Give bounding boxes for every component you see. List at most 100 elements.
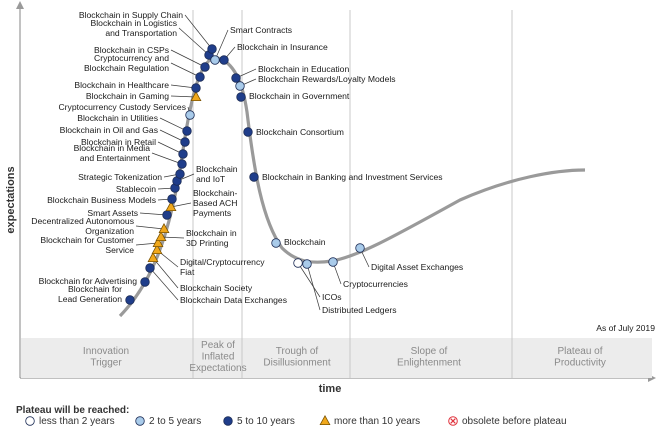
label-cryptocurrency-and-blockchain-regulation: Cryptocurrency and Blockchain Regulation [84,53,169,73]
marker-blockchain-in-government [236,92,246,102]
label-blockchain-in-education: Blockchain in Education [258,64,349,74]
marker-blockchain-in-gaming [190,90,202,101]
label-blockchain-in-insurance: Blockchain in Insurance [237,42,328,52]
label-blockchain-in-government: Blockchain in Government [249,91,350,101]
marker-blockchain [271,238,281,248]
marker-blockchain-in-3d-printing [155,230,167,242]
marker-cryptocurrency-and-blockchain-regulation [195,72,205,82]
leader-blockchain-in-gaming [170,95,197,98]
leader-icos [297,262,321,298]
label-blockchain-in-gaming: Blockchain in Gaming [86,91,169,101]
leader-blockchain-in-utilities [159,117,188,132]
phase-label-1: Innovation Trigger [83,346,129,369]
label-blockchain-in-3d-printing: Blockchain in 3D Printing [186,228,237,248]
leader-blockchain-in-supply-chain [184,14,213,50]
marker-cryptocurrency-custody-services [185,110,195,120]
marker-blockchain-in-retail [178,149,188,159]
marker-icos [293,258,303,268]
marker-blockchain-in-banking-and-investment-services [249,172,259,182]
marker-distributed-ledgers [302,259,312,269]
marker-blockchain-data-exchanges [145,263,155,273]
leader-smart-contracts [214,29,229,61]
label-blockchain-in-csps: Blockchain in CSPs [94,45,169,55]
label-blockchain-consortium: Blockchain Consortium [256,127,344,137]
legend-marker-lt2 [25,416,35,426]
leader-blockchain-in-media-and-entertainment [151,152,183,165]
marker-blockchain-in-insurance [219,55,229,65]
label-blockchain-for-customer-service: Blockchain for Customer Service [40,235,134,255]
label-blockchain-society: Blockchain Society [180,283,253,293]
label-stablecoin: Stablecoin [116,184,156,194]
marker-blockchain-in-education [231,73,241,83]
legend-label-lt2: less than 2 years [39,416,115,427]
label-smart-contracts: Smart Contracts [230,25,292,35]
marker-digital-cryptocurrency-fiat [151,243,163,255]
marker-cryptocurrencies [328,257,338,267]
label-blockchain-in-healthcare: Blockchain in Healthcare [74,80,169,90]
leader-decentralized-autonomous-organization [135,225,165,230]
marker-blockchain-rewards-loyalty-models [235,81,245,91]
phase-band [21,338,652,378]
phase-dividers [192,10,513,378]
label-blockchain-based-ach-payments: Blockchain-Based ACH Payments [193,188,238,218]
label-strategic-tokenization: Strategic Tokenization [78,172,162,182]
phase-label-5: Plateau of Productivity [554,346,606,369]
leader-distributed-ledgers [306,263,321,311]
label-blockchain-in-oil-and-gas: Blockchain in Oil and Gas [60,125,158,135]
label-digital-asset-exchanges: Digital Asset Exchanges [371,262,463,272]
label-decentralized-autonomous-organization: Decentralized Autonomous Organization [31,216,134,236]
marker-smart-contracts [210,55,220,65]
legend-label-obsolete: obsolete before plateau [462,416,567,427]
label-blockchain-in-utilities: Blockchain in Utilities [77,113,158,123]
legend-marker-5to10 [223,416,233,426]
label-blockchain-in-supply-chain: Blockchain in Supply Chain [79,10,183,20]
leader-cryptocurrency-and-blockchain-regulation [170,62,201,78]
legend-marker-2to5 [135,416,145,426]
marker-blockchain-in-csps [200,62,210,72]
label-cryptocurrencies: Cryptocurrencies [343,279,408,289]
label-digital-cryptocurrency-fiat: Digital/Cryptocurrency Fiat [180,257,265,277]
label-blockchain-business-models: Blockchain Business Models [47,195,156,205]
legend-title: Plateau will be reached: [16,405,129,416]
marker-blockchain-in-utilities [182,126,192,136]
legend-label-2to5: 2 to 5 years [149,416,201,427]
label-cryptocurrency-custody-services: Cryptocurrency Custody Services [58,102,186,112]
legend-marker-obsolete [448,416,458,426]
phase-label-2: Peak of Inflated Expectations [189,340,246,374]
markers [125,44,365,305]
marker-blockchain-in-media-and-entertainment [177,159,187,169]
label-distributed-ledgers: Distributed Ledgers [322,305,397,315]
y-axis-arrow [16,1,24,9]
marker-decentralized-autonomous-organization [158,222,170,234]
label-icos: ICOs [322,292,342,302]
leader-blockchain-in-logistics-and-transportation [178,27,210,56]
leader-blockchain-based-ach-payments [170,202,192,208]
marker-blockchain-for-lead-generation [125,295,135,305]
marker-blockchain-consortium [243,127,253,137]
label-blockchain: Blockchain [284,237,326,247]
label-blockchain-data-exchanges: Blockchain Data Exchanges [180,295,287,305]
label-blockchain-in-banking-and-investment-services: Blockchain in Banking and Investment Ser… [262,172,443,182]
label-blockchain-in-logistics-and-transportation: Blockchain in Logistics and Transportatio… [91,18,178,38]
label-blockchain-in-media-and-entertainment: Blockchain in Media and Entertainment [74,143,151,163]
leader-blockchain-society [152,257,179,289]
leader-blockchain-in-3d-printing [160,236,185,239]
label-blockchain-in-retail: Blockchain in Retail [81,137,156,147]
leader-blockchain-in-csps [170,49,206,68]
point-labels: Blockchain for Lead GenerationBlockchain … [31,10,463,315]
label-blockchain-for-advertising: Blockchain for Advertising [39,276,138,286]
marker-blockchain-society [147,251,159,263]
marker-blockchain-for-customer-service [152,236,164,248]
phase-label-4: Slope of Enlightenment [397,346,461,369]
marker-smart-assets [162,210,172,220]
legend-marker-gt10 [319,414,331,426]
marker-blockchain-in-oil-and-gas [180,137,190,147]
legend-label-gt10: more than 10 years [334,416,420,427]
y-axis-title: expectations [5,166,17,233]
label-blockchain-for-lead-generation: Blockchain for Lead Generation [58,284,122,304]
phase-label-3: Trough of Disillusionment [263,346,330,369]
marker-blockchain-in-healthcare [191,83,201,93]
marker-blockchain-for-advertising [140,277,150,287]
label-blockchain-and-iot: Blockchain and IoT [196,164,238,184]
